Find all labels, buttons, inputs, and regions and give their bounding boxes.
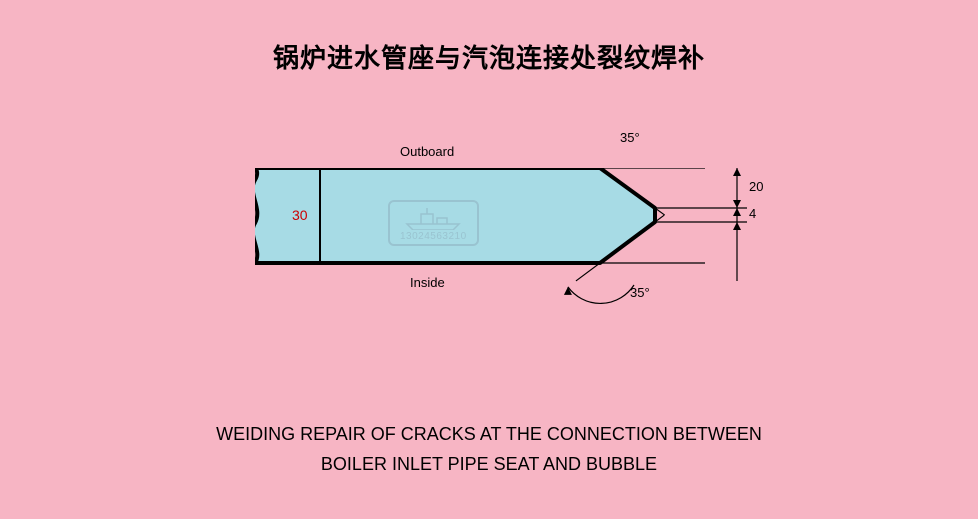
title-chinese: 锅炉进水管座与汽泡连接处裂纹焊补 (0, 38, 978, 75)
label-outboard: Outboard (400, 144, 454, 159)
caption-line2: BOILER INLET PIPE SEAT AND BUBBLE (0, 454, 978, 475)
caption-line1: WEIDING REPAIR OF CRACKS AT THE CONNECTI… (0, 424, 978, 445)
watermark: 13024563210 (388, 200, 479, 246)
diagram-svg (255, 168, 815, 368)
watermark-ship-icon (403, 206, 463, 230)
angle-bottom: 35° (630, 285, 650, 300)
angle-top: 35° (620, 130, 640, 145)
welding-diagram (255, 168, 815, 373)
dim-20: 20 (749, 179, 763, 194)
dim-30: 30 (292, 207, 308, 223)
label-inside: Inside (410, 275, 445, 290)
watermark-number: 13024563210 (400, 231, 467, 242)
dim-4: 4 (749, 206, 756, 221)
